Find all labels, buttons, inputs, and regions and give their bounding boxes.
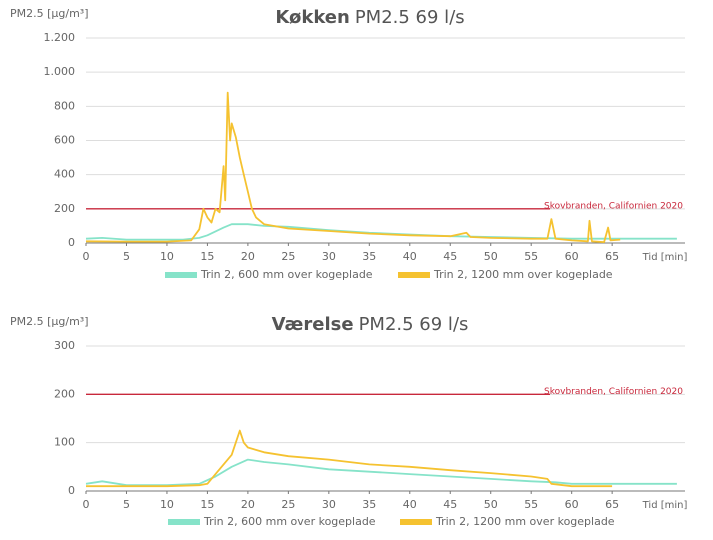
y-tick-label: 600 bbox=[54, 134, 75, 147]
y-axis-label: PM2.5 [µg/m³] bbox=[10, 315, 89, 328]
legend-swatch bbox=[398, 272, 430, 278]
x-tick-label: 5 bbox=[123, 250, 130, 263]
x-tick-label: 45 bbox=[443, 250, 457, 263]
x-tick-label: 60 bbox=[565, 250, 579, 263]
x-tick-label: 20 bbox=[241, 498, 255, 511]
x-tick-label: 40 bbox=[403, 498, 417, 511]
x-tick-label: 50 bbox=[484, 498, 498, 511]
x-tick-label: 65 bbox=[605, 498, 619, 511]
x-tick-label: 0 bbox=[83, 250, 90, 263]
series-line bbox=[86, 429, 613, 488]
y-tick-label: 0 bbox=[68, 484, 75, 497]
x-tick-label: 40 bbox=[403, 250, 417, 263]
reference-label: Skovbranden, Californien 2020 bbox=[544, 387, 683, 397]
y-tick-label: 400 bbox=[54, 168, 75, 181]
x-tick-label: 35 bbox=[362, 498, 376, 511]
title-suffix: PM2.5 69 l/s bbox=[359, 314, 469, 335]
y-tick-label: 0 bbox=[68, 236, 75, 249]
x-tick-label: 0 bbox=[83, 498, 90, 511]
x-axis-label: Tid [min] bbox=[642, 252, 688, 263]
legend-label: Trin 2, 600 mm over kogeplade bbox=[200, 268, 373, 281]
y-tick-label: 1.000 bbox=[44, 65, 76, 78]
title-main: Værelse bbox=[272, 314, 354, 335]
reference-label: Skovbranden, Californien 2020 bbox=[544, 201, 683, 211]
x-tick-label: 30 bbox=[322, 250, 336, 263]
legend-swatch bbox=[168, 519, 200, 525]
y-tick-label: 300 bbox=[54, 339, 75, 352]
chart-title: Værelse PM2.5 69 l/s bbox=[272, 314, 469, 335]
x-tick-label: 30 bbox=[322, 498, 336, 511]
series-line bbox=[85, 91, 621, 243]
x-tick-label: 20 bbox=[241, 250, 255, 263]
x-tick-label: 60 bbox=[565, 498, 579, 511]
y-axis-label: PM2.5 [µg/m³] bbox=[10, 7, 89, 20]
series-line bbox=[85, 458, 677, 487]
legend-label: Trin 2, 1200 mm over kogeplade bbox=[433, 268, 613, 281]
x-tick-label: 15 bbox=[200, 498, 214, 511]
x-tick-label: 10 bbox=[160, 250, 174, 263]
title-suffix: PM2.5 69 l/s bbox=[355, 7, 465, 28]
y-tick-label: 1.200 bbox=[44, 31, 76, 44]
x-tick-label: 15 bbox=[200, 250, 214, 263]
x-axis-label: Tid [min] bbox=[642, 500, 688, 511]
legend-swatch bbox=[400, 519, 432, 525]
title-main: Køkken bbox=[275, 7, 349, 28]
x-tick-label: 50 bbox=[484, 250, 498, 263]
x-tick-label: 55 bbox=[524, 498, 538, 511]
y-tick-label: 800 bbox=[54, 99, 75, 112]
x-tick-label: 25 bbox=[281, 250, 295, 263]
legend-swatch bbox=[165, 272, 197, 278]
x-tick-label: 10 bbox=[160, 498, 174, 511]
x-tick-label: 55 bbox=[524, 250, 538, 263]
x-tick-label: 25 bbox=[281, 498, 295, 511]
x-tick-label: 5 bbox=[123, 498, 130, 511]
x-tick-label: 65 bbox=[605, 250, 619, 263]
x-tick-label: 35 bbox=[362, 250, 376, 263]
y-tick-label: 200 bbox=[54, 202, 75, 215]
y-tick-label: 200 bbox=[54, 387, 75, 400]
chart-title: Køkken PM2.5 69 l/s bbox=[275, 7, 464, 28]
y-tick-label: 100 bbox=[54, 436, 75, 449]
legend-label: Trin 2, 1200 mm over kogeplade bbox=[435, 515, 615, 528]
x-tick-label: 45 bbox=[443, 498, 457, 511]
legend-label: Trin 2, 600 mm over kogeplade bbox=[203, 515, 376, 528]
